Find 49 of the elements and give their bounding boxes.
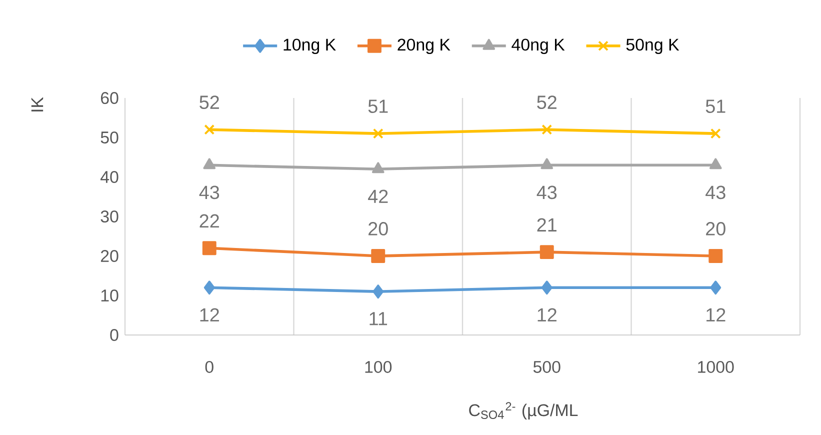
y-axis-title: IK	[31, 97, 44, 112]
data-label: 52	[200, 96, 219, 110]
data-label: 20	[706, 222, 726, 236]
point	[710, 280, 722, 295]
point	[202, 241, 216, 256]
point	[708, 249, 723, 263]
data-label: 12	[706, 308, 726, 322]
x-tick-label: 500	[533, 360, 560, 373]
x-axis-title: C$_{SO4}$$^{2-}$ (µG/ML	[469, 402, 578, 420]
data-label: 42	[368, 190, 388, 203]
data-label: 52	[537, 96, 556, 110]
legend-label: 50ng K	[626, 38, 680, 54]
data-label: 21	[537, 218, 556, 232]
y-tick-label: 50	[100, 132, 118, 144]
y-tick-label: 20	[100, 250, 118, 262]
data-label: 43	[536, 186, 557, 200]
y-tick-label: 30	[100, 210, 118, 222]
y-tick-label: 40	[100, 171, 118, 183]
point	[372, 162, 384, 174]
point	[540, 245, 554, 260]
data-label: 22	[200, 214, 219, 228]
data-label: 20	[368, 222, 388, 236]
legend-label: 40ng K	[512, 38, 565, 54]
point	[372, 128, 384, 139]
legend-label: 20ng K	[398, 38, 450, 54]
point	[204, 280, 215, 295]
point	[540, 158, 554, 170]
y-tick-label: 0	[110, 329, 118, 341]
y-tick-label: 60	[100, 92, 118, 104]
data-label: 43	[706, 186, 726, 200]
data-label: 12	[538, 308, 556, 322]
point	[371, 249, 386, 263]
point	[710, 128, 721, 139]
point	[709, 158, 722, 170]
x-tick-label: 100	[365, 360, 392, 373]
data-label: 12	[200, 308, 219, 322]
data-label: 43	[199, 186, 220, 200]
y-tick-label: 10	[101, 290, 118, 302]
data-label: 11	[370, 312, 388, 326]
point	[372, 284, 384, 299]
data-label: 51	[368, 100, 388, 113]
x-tick-label: 0	[205, 360, 214, 373]
legend-label: 10ng K	[284, 38, 336, 54]
point	[542, 124, 552, 135]
point	[204, 124, 215, 135]
data-label: 51	[706, 100, 726, 113]
x-tick-label: 1000	[698, 360, 734, 373]
point	[203, 158, 216, 170]
point	[541, 280, 552, 295]
